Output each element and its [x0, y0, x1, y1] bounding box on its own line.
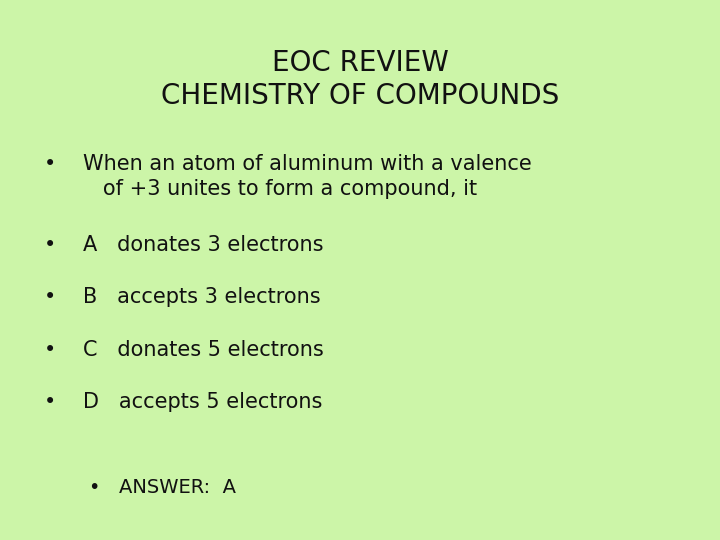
Text: B   accepts 3 electrons: B accepts 3 electrons: [83, 287, 320, 307]
Text: EOC REVIEW
CHEMISTRY OF COMPOUNDS: EOC REVIEW CHEMISTRY OF COMPOUNDS: [161, 49, 559, 110]
Text: When an atom of aluminum with a valence
   of +3 unites to form a compound, it: When an atom of aluminum with a valence …: [83, 154, 531, 199]
Text: •: •: [44, 392, 57, 412]
Text: •: •: [44, 235, 57, 255]
Text: ANSWER:  A: ANSWER: A: [119, 478, 236, 497]
Text: •: •: [44, 340, 57, 360]
Text: C   donates 5 electrons: C donates 5 electrons: [83, 340, 323, 360]
Text: •: •: [88, 478, 99, 497]
Text: •: •: [44, 287, 57, 307]
Text: A   donates 3 electrons: A donates 3 electrons: [83, 235, 323, 255]
Text: D   accepts 5 electrons: D accepts 5 electrons: [83, 392, 322, 412]
Text: •: •: [44, 154, 57, 174]
